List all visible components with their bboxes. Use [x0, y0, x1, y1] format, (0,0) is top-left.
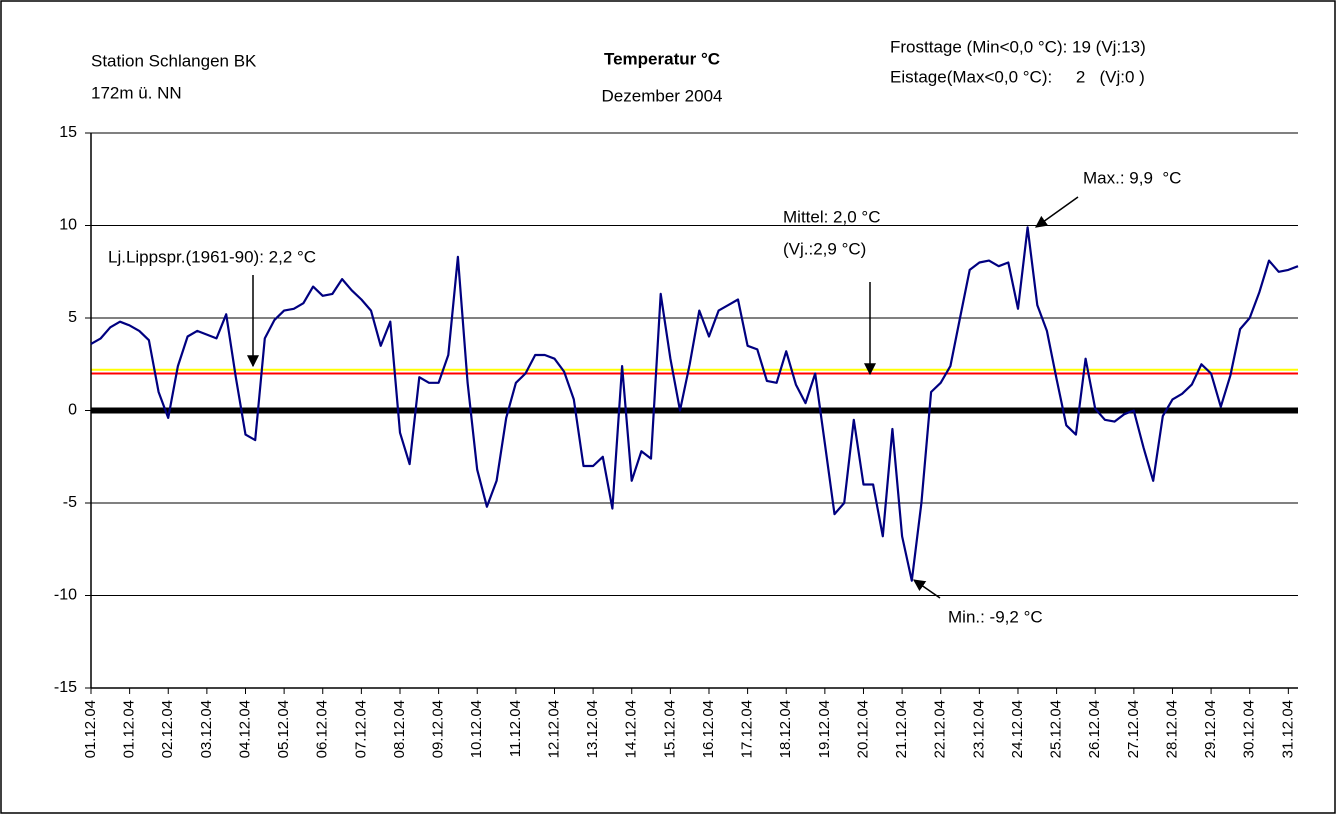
x-tick-label: 30.12.04: [1241, 700, 1258, 758]
x-tick-label: 29.12.04: [1202, 700, 1219, 758]
frost-days: Frosttage (Min<0,0 °C): 19 (Vj:13): [890, 37, 1146, 56]
x-tick-label: 17.12.04: [739, 700, 756, 758]
annotation: Mittel: 2,0 °C: [783, 207, 881, 226]
x-tick-label: 20.12.04: [854, 700, 871, 758]
chart-title: Temperatur °C: [604, 49, 720, 68]
y-tick-label: 10: [59, 217, 77, 234]
x-tick-label: 27.12.04: [1125, 700, 1142, 758]
x-tick-label: 01.12.04: [121, 700, 138, 758]
arrow: [913, 579, 941, 599]
x-tick-label: 24.12.04: [1009, 700, 1026, 758]
station-name: Station Schlangen BK: [91, 51, 257, 70]
x-tick-label: 03.12.04: [198, 700, 215, 758]
x-tick-label: 18.12.04: [777, 700, 794, 758]
x-tick-label: 06.12.04: [314, 700, 331, 758]
y-tick-label: 0: [68, 402, 77, 419]
x-tick-label: 11.12.04: [507, 700, 524, 757]
y-tick-label: -5: [63, 494, 77, 511]
x-tick-label: 25.12.04: [1048, 700, 1065, 758]
annotation: Max.: 9,9 °C: [1083, 168, 1181, 187]
station-altitude: 172m ü. NN: [91, 83, 182, 102]
x-tick-label: 09.12.04: [430, 700, 447, 758]
x-tick-label: 12.12.04: [545, 700, 562, 758]
y-tick-label: 5: [68, 309, 77, 326]
annotation: Lj.Lippspr.(1961-90): 2,2 °C: [108, 247, 316, 266]
arrow: [1035, 196, 1079, 228]
x-tick-label: 04.12.04: [236, 700, 253, 758]
chart-subtitle: Dezember 2004: [602, 86, 723, 105]
x-tick-label: 31.12.04: [1279, 700, 1296, 758]
x-tick-label: 16.12.04: [700, 700, 717, 758]
x-tick-label: 15.12.04: [661, 700, 678, 758]
x-tick-label: 22.12.04: [932, 700, 949, 758]
y-tick-label: 15: [59, 124, 77, 141]
y-tick-label: -10: [54, 587, 77, 604]
x-tick-label: 08.12.04: [391, 700, 408, 758]
x-tick-label: 19.12.04: [816, 700, 833, 758]
x-tick-label: 13.12.04: [584, 700, 601, 758]
annotation: (Vj.:2,9 °C): [783, 239, 866, 258]
x-tick-label: 05.12.04: [275, 700, 292, 758]
plot-area: -15 -10 -5 0 5 10 15 01.12.04 01.12.04 02.12.04 03…: [54, 124, 1299, 758]
x-tick-label: 23.12.04: [970, 700, 987, 758]
x-tick-label: 21.12.04: [893, 700, 910, 758]
annotation: Min.: -9,2 °C: [948, 607, 1043, 626]
x-tick-label: 10.12.04: [468, 700, 485, 758]
ice-days: Eistage(Max<0,0 °C): 2 (Vj:0 ): [890, 67, 1145, 86]
x-tick-label: 14.12.04: [623, 700, 640, 758]
x-tick-label: 07.12.04: [352, 700, 369, 758]
y-tick-label: -15: [54, 679, 77, 696]
temperature-line: [90, 226, 1299, 582]
x-tick-label: 26.12.04: [1086, 700, 1103, 758]
x-tick-label: 02.12.04: [159, 700, 176, 758]
x-tick-label: 01.12.04: [82, 700, 99, 758]
x-tick-label: 28.12.04: [1163, 700, 1180, 758]
